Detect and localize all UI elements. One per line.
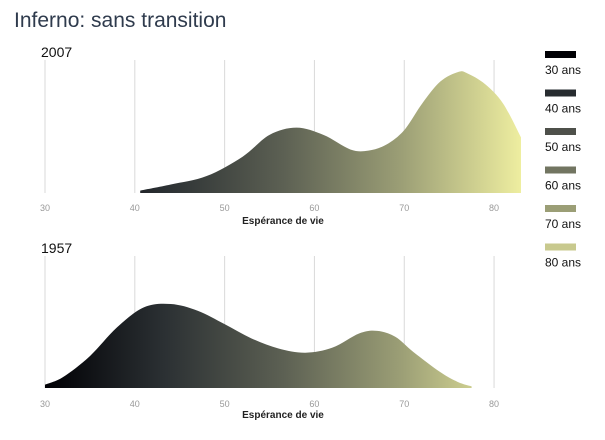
- density-panel-2007: 2007 30 40 50 60 70 80 Espérance de vie: [40, 44, 521, 227]
- density-panel-1957: 1957 30 40 50 60 70 80 Espérance de vie: [40, 240, 499, 421]
- legend-label-5: 80 ans: [545, 256, 581, 270]
- legend-label-4: 70 ans: [545, 217, 581, 231]
- x-axis-label-2007: Espérance de vie: [242, 216, 324, 227]
- x-tick-label-50: 50: [220, 203, 230, 213]
- legend-label-1: 40 ans: [545, 102, 581, 116]
- panel-title-1957: 1957: [41, 240, 72, 256]
- legend-label-0: 30 ans: [545, 63, 581, 77]
- x-ticks-2007: 30 40 50 60 70 80: [40, 203, 499, 213]
- x-tick-label-50: 50: [220, 399, 230, 409]
- density-area-2007: [140, 71, 521, 193]
- legend-label-2: 50 ans: [545, 140, 581, 154]
- legend-swatch-1: [545, 89, 576, 97]
- x-tick-label-30: 30: [40, 399, 50, 409]
- x-tick-label-30: 30: [40, 203, 50, 213]
- x-axis-label-1957: Espérance de vie: [242, 410, 324, 421]
- x-tick-label-70: 70: [399, 203, 409, 213]
- x-tick-label-70: 70: [399, 399, 409, 409]
- density-area-1957: [45, 303, 472, 388]
- chart-title: Inferno: sans transition: [14, 9, 227, 32]
- x-tick-label-80: 80: [489, 203, 499, 213]
- legend-swatch-0: [545, 51, 576, 58]
- x-tick-label-60: 60: [309, 203, 319, 213]
- x-tick-label-80: 80: [489, 399, 499, 409]
- legend-swatch-2: [545, 128, 576, 135]
- x-tick-label-40: 40: [130, 203, 140, 213]
- x-ticks-1957: 30 40 50 60 70 80: [40, 399, 499, 409]
- legend-swatch-4: [545, 205, 576, 212]
- legend: 30 ans 40 ans 50 ans 60 ans 70 ans 80 ans: [545, 51, 581, 270]
- x-tick-label-40: 40: [130, 399, 140, 409]
- legend-swatch-3: [545, 166, 576, 174]
- x-tick-label-60: 60: [309, 399, 319, 409]
- legend-swatch-5: [545, 243, 576, 251]
- legend-label-3: 60 ans: [545, 179, 581, 193]
- panel-title-2007: 2007: [41, 44, 72, 60]
